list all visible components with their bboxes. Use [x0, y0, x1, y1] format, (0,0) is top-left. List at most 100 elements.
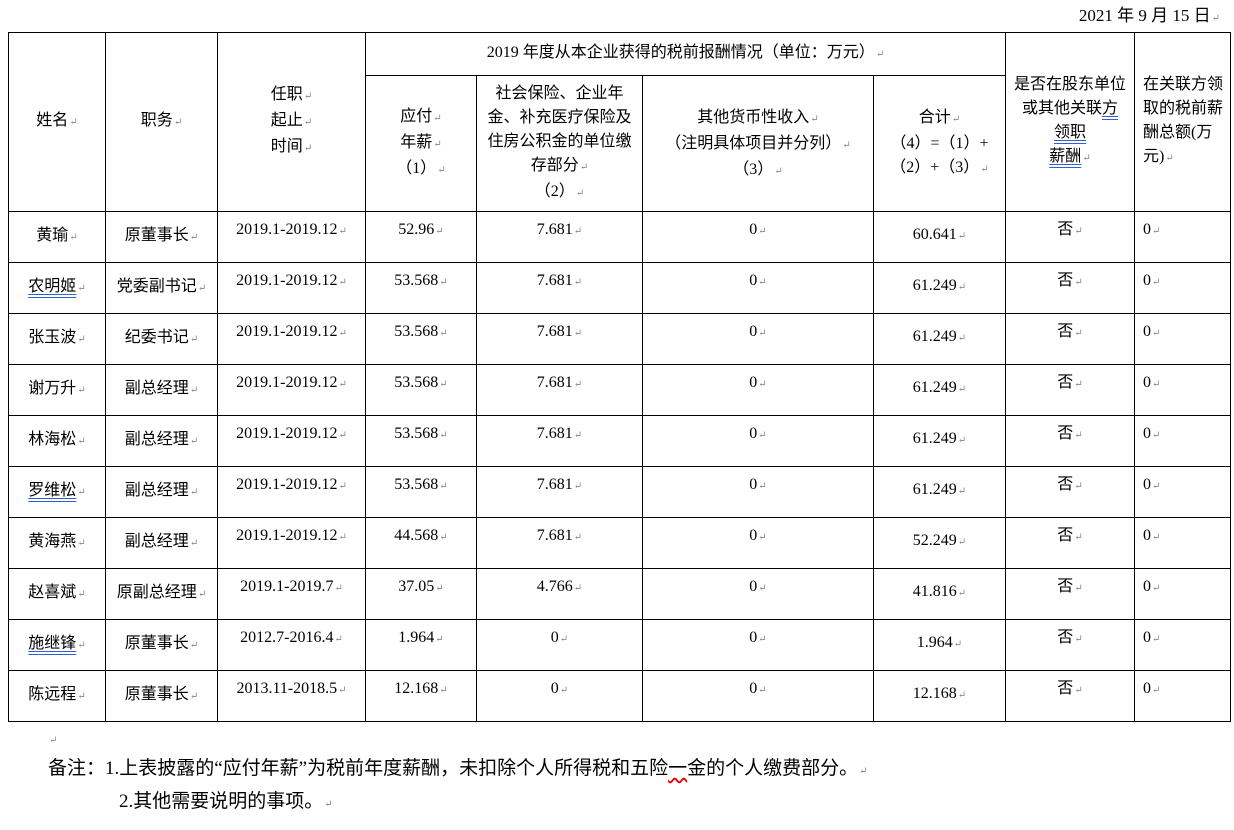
cell-term: 2019.1-2019.12↵	[217, 211, 366, 263]
cell-position: 纪委书记↵	[105, 313, 218, 365]
cell-name: 施继锋↵	[8, 619, 106, 671]
document-date: 2021 年 9 月 15 日↵	[8, 4, 1234, 32]
cell-other: 0↵	[642, 211, 874, 263]
cell-salary: 53.568↵	[365, 313, 477, 365]
header-insurance: 社会保险、企业年金、补充医疗保险及住房公积金的单位缴存部分↵ （2）↵	[476, 75, 643, 212]
cell-salary: 37.05↵	[365, 568, 477, 620]
cell-insurance: 7.681↵	[476, 364, 643, 416]
cell-salary: 53.568↵	[365, 415, 477, 467]
cell-total: 61.249↵	[873, 262, 1006, 314]
cell-other: 0↵	[642, 313, 874, 365]
cell-name: 赵喜斌↵	[8, 568, 106, 620]
header-term: 任职↵ 起止↵ 时间↵	[217, 32, 366, 212]
cell-related: 0↵	[1134, 670, 1231, 722]
cell-other: 0↵	[642, 415, 874, 467]
cell-total: 12.168↵	[873, 670, 1006, 722]
table-row: 张玉波↵ 纪委书记↵ 2019.1-2019.12↵ 53.568↵ 7.681↵ 0↵ 6…	[8, 313, 1231, 365]
cell-term: 2019.1-2019.12↵	[217, 313, 366, 365]
cell-shareholder: 否↵	[1005, 415, 1135, 467]
cell-insurance: 7.681↵	[476, 415, 643, 467]
cell-shareholder: 否↵	[1005, 466, 1135, 518]
cell-insurance: 0↵	[476, 619, 643, 671]
cell-position: 副总经理↵	[105, 415, 218, 467]
cell-shareholder: 否↵	[1005, 262, 1135, 314]
cell-position: 副总经理↵	[105, 364, 218, 416]
header-name: 姓名↵	[8, 32, 106, 212]
cell-shareholder: 否↵	[1005, 619, 1135, 671]
cell-total: 61.249↵	[873, 364, 1006, 416]
header-salary: 应付↵ 年薪↵ （1）↵	[365, 75, 477, 212]
cell-total: 41.816↵	[873, 568, 1006, 620]
cell-shareholder: 否↵	[1005, 670, 1135, 722]
cell-position: 原副总经理↵	[105, 568, 218, 620]
cell-related: 0↵	[1134, 313, 1231, 365]
header-other-income: 其他货币性收入↵ （注明具体项目并分列）↵ （3）↵	[642, 75, 874, 212]
cell-total: 61.249↵	[873, 313, 1006, 365]
cell-other: 0↵	[642, 262, 874, 314]
cell-position: 原董事长↵	[105, 211, 218, 263]
cell-name: 林海松↵	[8, 415, 106, 467]
cell-shareholder: 否↵	[1005, 364, 1135, 416]
table-row: 赵喜斌↵ 原副总经理↵ 2019.1-2019.7↵ 37.05↵ 4.766↵ 0↵ 41…	[8, 568, 1231, 620]
date-text: 2021 年 9 月 15 日	[1078, 6, 1211, 25]
cell-shareholder: 否↵	[1005, 517, 1135, 569]
table-row: 施继锋↵ 原董事长↵ 2012.7-2016.4↵ 1.964↵ 0↵ 0↵ 1.964↵ 否…	[8, 619, 1231, 671]
cell-insurance: 7.681↵	[476, 211, 643, 263]
cell-insurance: 7.681↵	[476, 466, 643, 518]
compensation-table: 姓名↵ 职务↵ 任职↵ 起止↵ 时间↵ 2019 年度从本企业获得的税前报酬情况（单…	[8, 32, 1231, 722]
cell-salary: 12.168↵	[365, 670, 477, 722]
cell-related: 0↵	[1134, 211, 1231, 263]
cell-insurance: 4.766↵	[476, 568, 643, 620]
cell-position: 副总经理↵	[105, 466, 218, 518]
table-row: 林海松↵ 副总经理↵ 2019.1-2019.12↵ 53.568↵ 7.681↵ 0↵ 6…	[8, 415, 1231, 467]
cell-shareholder: 否↵	[1005, 568, 1135, 620]
cell-name: 罗维松↵	[8, 466, 106, 518]
table-row: 罗维松↵ 副总经理↵ 2019.1-2019.12↵ 53.568↵ 7.681↵ 0↵ 6…	[8, 466, 1231, 518]
cell-salary: 53.568↵	[365, 466, 477, 518]
cell-related: 0↵	[1134, 364, 1231, 416]
table-row: 黄海燕↵ 副总经理↵ 2019.1-2019.12↵ 44.568↵ 7.681↵ 0↵ 5…	[8, 517, 1231, 569]
cell-other: 0↵	[642, 619, 874, 671]
cell-total: 52.249↵	[873, 517, 1006, 569]
cell-related: 0↵	[1134, 568, 1231, 620]
empty-paragraph: ↵	[49, 735, 58, 746]
cell-salary: 52.96↵	[365, 211, 477, 263]
note-line-2: 2.其他需要说明的事项。↵	[119, 791, 333, 812]
cell-term: 2013.11-2018.5↵	[217, 670, 366, 722]
cell-insurance: 7.681↵	[476, 313, 643, 365]
cell-shareholder: 否↵	[1005, 211, 1135, 263]
cell-position: 党委副书记↵	[105, 262, 218, 314]
cell-other: 0↵	[642, 517, 874, 569]
cell-name: 谢万升↵	[8, 364, 106, 416]
header-shareholder-pay: 是否在股东单位或其他关联方领职 薪酬↵	[1005, 32, 1135, 212]
header-group-title: 2019 年度从本企业获得的税前报酬情况（单位：万元）↵	[365, 32, 1006, 76]
cell-total: 61.249↵	[873, 415, 1006, 467]
cell-position: 原董事长↵	[105, 619, 218, 671]
table-row: 陈远程↵ 原董事长↵ 2013.11-2018.5↵ 12.168↵ 0↵ 0↵ 12.16…	[8, 670, 1231, 722]
notes: 备注：1.上表披露的“应付年薪”为税前年度薪酬，未扣除个人所得税和五险一金的个人…	[48, 754, 1234, 820]
cell-term: 2012.7-2016.4↵	[217, 619, 366, 671]
cell-total: 1.964↵	[873, 619, 1006, 671]
cell-term: 2019.1-2019.12↵	[217, 415, 366, 467]
cell-term: 2019.1-2019.12↵	[217, 517, 366, 569]
cell-insurance: 7.681↵	[476, 262, 643, 314]
note-line-1: 备注：1.上表披露的“应付年薪”为税前年度薪酬，未扣除个人所得税和五险一金的个人…	[48, 758, 868, 779]
cell-name: 黄海燕↵	[8, 517, 106, 569]
cell-total: 61.249↵	[873, 466, 1006, 518]
cell-related: 0↵	[1134, 262, 1231, 314]
header-position: 职务↵	[105, 32, 218, 212]
cell-insurance: 0↵	[476, 670, 643, 722]
cell-position: 副总经理↵	[105, 517, 218, 569]
cell-shareholder: 否↵	[1005, 313, 1135, 365]
cell-name: 黄瑜↵	[8, 211, 106, 263]
cell-salary: 44.568↵	[365, 517, 477, 569]
cell-name: 农明姬↵	[8, 262, 106, 314]
header-related-total: 在关联方领取的税前薪酬总额(万元)↵	[1134, 32, 1231, 212]
cell-name: 张玉波↵	[8, 313, 106, 365]
cell-position: 原董事长↵	[105, 670, 218, 722]
cell-salary: 53.568↵	[365, 364, 477, 416]
cell-salary: 1.964↵	[365, 619, 477, 671]
cell-term: 2019.1-2019.12↵	[217, 262, 366, 314]
cell-related: 0↵	[1134, 415, 1231, 467]
